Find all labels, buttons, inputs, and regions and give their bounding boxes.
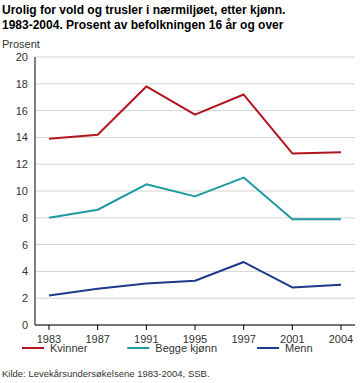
y-tick-label: 6 [22,239,28,251]
grid-line [35,191,355,192]
series-line [49,178,341,220]
x-tick [97,325,98,330]
legend-label: Menn [285,342,313,354]
grid-line [35,137,355,138]
grid-line [35,164,355,165]
y-tick-label: 20 [16,51,28,63]
y-tick-label: 10 [16,185,28,197]
x-tick-label: 1987 [85,333,109,345]
y-label: Prosent [2,38,40,50]
grid-line [35,244,355,245]
y-tick-label: 0 [22,319,28,331]
grid-line [35,57,355,58]
legend-swatch [127,347,149,349]
y-tick-label: 16 [16,105,28,117]
x-tick [146,325,147,330]
grid-line [35,110,355,111]
y-tick-label: 14 [16,131,28,143]
title: Urolig for vold og trusler i nærmiljøet,… [2,3,285,17]
grid-line [35,298,355,299]
y-tick-label: 2 [22,292,28,304]
legend: Kvinner Begge kjønn Menn [22,342,313,354]
series-line [49,86,341,153]
x-tick-label: 2004 [329,333,353,345]
legend-label: Kvinner [50,342,88,354]
y-tick-label: 4 [22,265,28,277]
grid-line [35,83,355,84]
x-tick [341,325,342,330]
y-axis [35,57,36,325]
x-tick [292,325,293,330]
y-tick-label: 18 [16,78,28,90]
plot-area [49,86,341,295]
legend-swatch [22,347,44,349]
x-tick [243,325,244,330]
chart: Urolig for vold og trusler i nærmiljøet,… [0,0,362,383]
grid-line [35,271,355,272]
y-tick-label: 12 [16,158,28,170]
x-tick-label: 1997 [231,333,255,345]
x-tick [49,325,50,330]
legend-label: Begge kjønn [155,342,217,354]
legend-swatch [257,347,279,349]
x-tick [195,325,196,330]
subtitle: 1983-2004. Prosent av befolkningen 16 år… [2,18,284,32]
source: Kilde: Levekårsundersøkelsene 1983-2004,… [2,368,210,379]
series-line [49,262,341,296]
y-tick-label: 8 [22,212,28,224]
